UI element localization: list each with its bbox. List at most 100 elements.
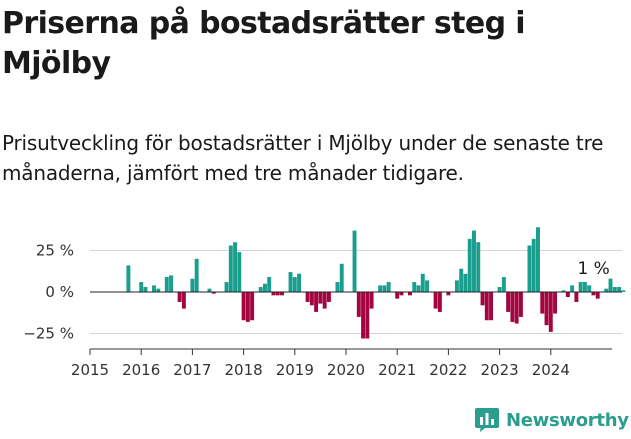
bar [228,245,233,292]
bar [190,278,195,292]
axes [89,291,622,355]
bar [497,287,502,292]
x-tick-label: 2024 [532,361,570,379]
bar [152,285,156,292]
bar [621,290,626,292]
brand-logo: Newsworthy [474,407,629,433]
x-tick-label: 2019 [276,361,314,379]
y-tick-label: 25 % [36,242,74,260]
bar [318,292,323,304]
bar [536,227,540,292]
bar [395,292,400,299]
x-tick-label: 2022 [429,361,467,379]
bar [356,292,361,317]
bar [501,277,506,292]
bar [489,292,494,321]
bar [361,292,366,339]
bar [280,292,284,296]
brand-name: Newsworthy [506,409,629,431]
bar [126,265,131,292]
bar [297,273,302,292]
x-tick-label: 2021 [378,361,416,379]
bar [378,285,383,292]
bar [156,288,161,292]
bar [305,292,310,302]
bar [399,292,404,296]
bar [288,272,293,292]
bar [382,285,387,292]
bar [309,292,314,306]
bar [275,292,280,296]
bar [484,292,489,321]
bar [194,258,199,292]
bar [224,282,229,292]
bar [412,282,417,292]
bar [565,292,570,297]
bar [604,288,609,292]
bar [335,282,340,292]
bar [292,277,297,292]
bar [506,292,511,312]
y-tick-label: −25 % [23,325,74,343]
bar [386,282,391,292]
bar [250,292,255,321]
bar [587,285,592,292]
bar [514,292,519,324]
bar [352,230,357,292]
bar [527,245,532,292]
bar [314,292,319,312]
bar [262,283,267,292]
bar [472,230,476,292]
bar [211,292,216,294]
bar [582,282,587,292]
bar [540,292,545,314]
bar [425,280,430,292]
bar [561,290,566,292]
x-tick-label: 2020 [327,361,365,379]
bar [510,292,515,322]
bar [267,277,272,292]
bar [369,292,374,309]
bar [408,292,412,296]
x-tick-label: 2015 [71,361,109,379]
bar [339,263,344,292]
bar [617,287,622,292]
bar-chart-logo-icon [475,408,499,432]
bar [608,278,613,292]
bar [139,282,144,292]
x-tick-label: 2017 [173,361,211,379]
bar [164,277,169,292]
bar [459,268,464,292]
bar [437,292,442,312]
x-tick-label: 2018 [225,361,263,379]
bar [467,238,472,292]
bar [612,287,617,292]
page-subtitle: Prisutveckling för bostadsrätter i Mjölb… [2,131,604,185]
x-tick-label: 2023 [481,361,519,379]
bar [553,292,558,314]
bar [416,285,421,292]
bar [245,292,250,322]
bar [463,273,468,292]
bar [518,292,523,317]
bar [574,292,579,302]
bar [476,242,481,292]
bar [578,282,583,292]
bar [548,292,553,332]
bar [433,292,438,309]
bar [454,280,459,292]
bar [241,292,246,321]
bar [420,273,425,292]
bar [570,285,575,292]
bar [591,292,596,296]
bar [446,292,451,296]
bar [322,292,327,309]
bar [143,287,148,292]
bar [169,275,174,292]
x-tick-label: 2016 [122,361,160,379]
bar [271,292,276,296]
bar [531,238,536,292]
page-title: Priserna på bostadsrätter steg i Mjölby [2,6,526,81]
bar [177,292,182,302]
